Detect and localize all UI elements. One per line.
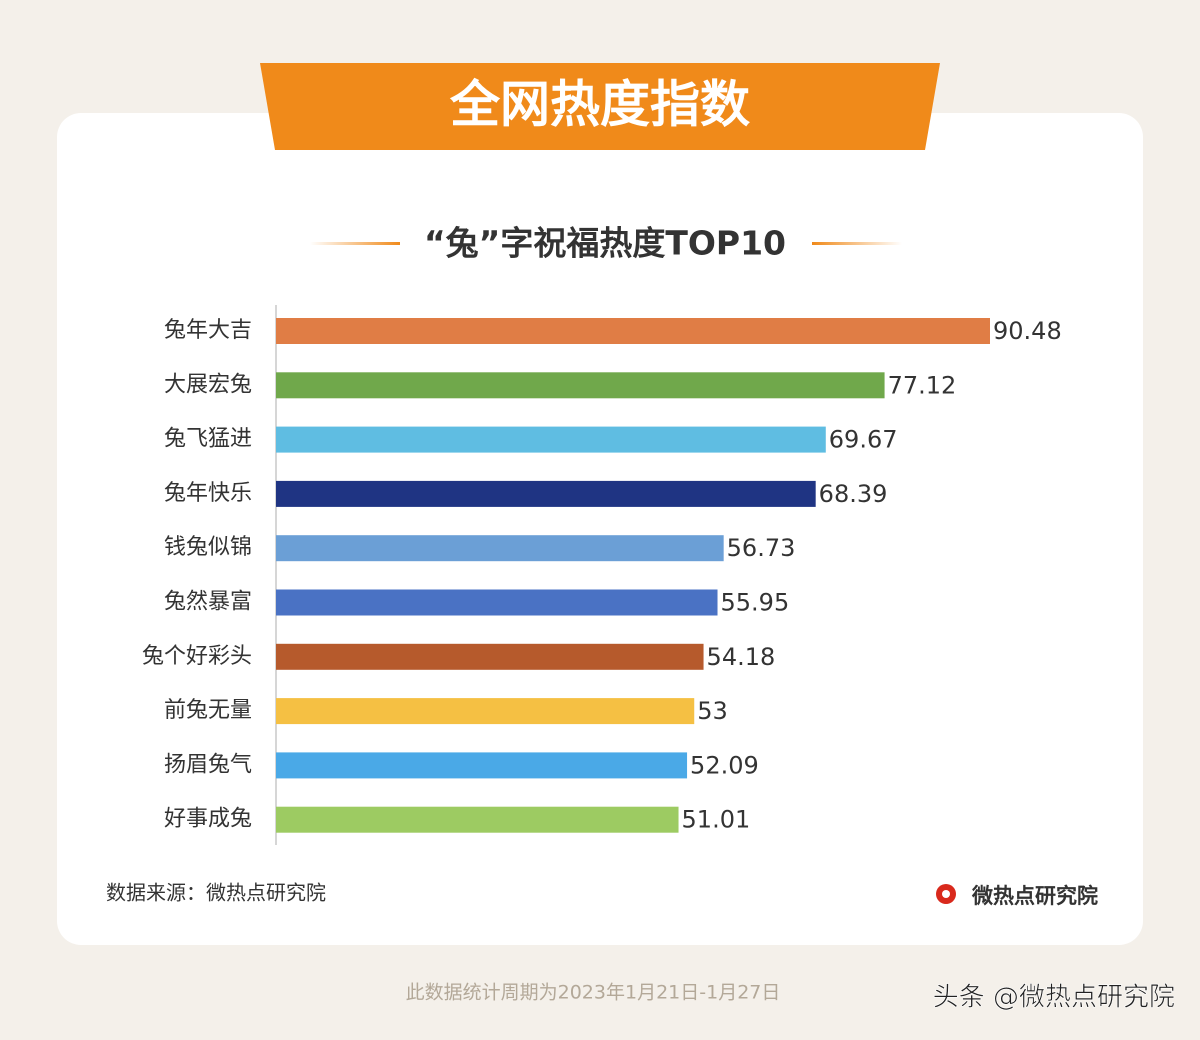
category-label: 好事成兔 (164, 807, 252, 832)
bar (276, 535, 724, 562)
category-label: 钱兔似锦 (164, 535, 252, 560)
category-label: 兔个好彩头 (142, 644, 252, 669)
logo: 微热点研究院 (971, 884, 1098, 908)
value-label: 69.67 (829, 426, 898, 454)
value-label: 53 (697, 697, 728, 725)
value-label: 54.18 (707, 643, 776, 671)
source: 数据来源：微热点研究院 (106, 881, 326, 905)
bar (276, 318, 990, 344)
bar (276, 806, 679, 833)
category-label: 扬眉兔气 (164, 752, 252, 777)
banner (260, 63, 940, 150)
logo-icon (942, 890, 950, 898)
value-label: 68.39 (819, 480, 888, 508)
value-label: 77.12 (888, 371, 957, 399)
category-label: 前兔无量 (164, 698, 252, 723)
category-label: 兔然暴富 (164, 590, 252, 615)
category-label: 兔飞猛进 (164, 427, 252, 452)
chart-title: “兔”字祝福热度TOP10 (424, 224, 786, 263)
footnote: 此数据统计周期为2023年1月21日-1月27日 (406, 982, 781, 1004)
title-rule (812, 242, 902, 245)
category-label: 兔年快乐 (164, 481, 252, 506)
bar (276, 698, 695, 725)
bar (276, 480, 816, 507)
bar (276, 426, 826, 453)
bar (276, 752, 688, 779)
category-label: 大展宏兔 (164, 372, 252, 397)
bar (276, 643, 704, 670)
bar (276, 589, 718, 616)
watermark: 头条 @微热点研究院 (933, 983, 1175, 1013)
header-title: 全网热度指数 (449, 76, 750, 134)
value-label: 90.48 (993, 317, 1062, 345)
title-rule (310, 242, 400, 245)
category-label: 兔年大吉 (164, 318, 252, 343)
value-label: 52.09 (690, 751, 759, 779)
value-label: 55.95 (721, 589, 790, 617)
value-label: 56.73 (727, 534, 796, 562)
bar (276, 372, 885, 399)
value-label: 51.01 (682, 806, 751, 834)
